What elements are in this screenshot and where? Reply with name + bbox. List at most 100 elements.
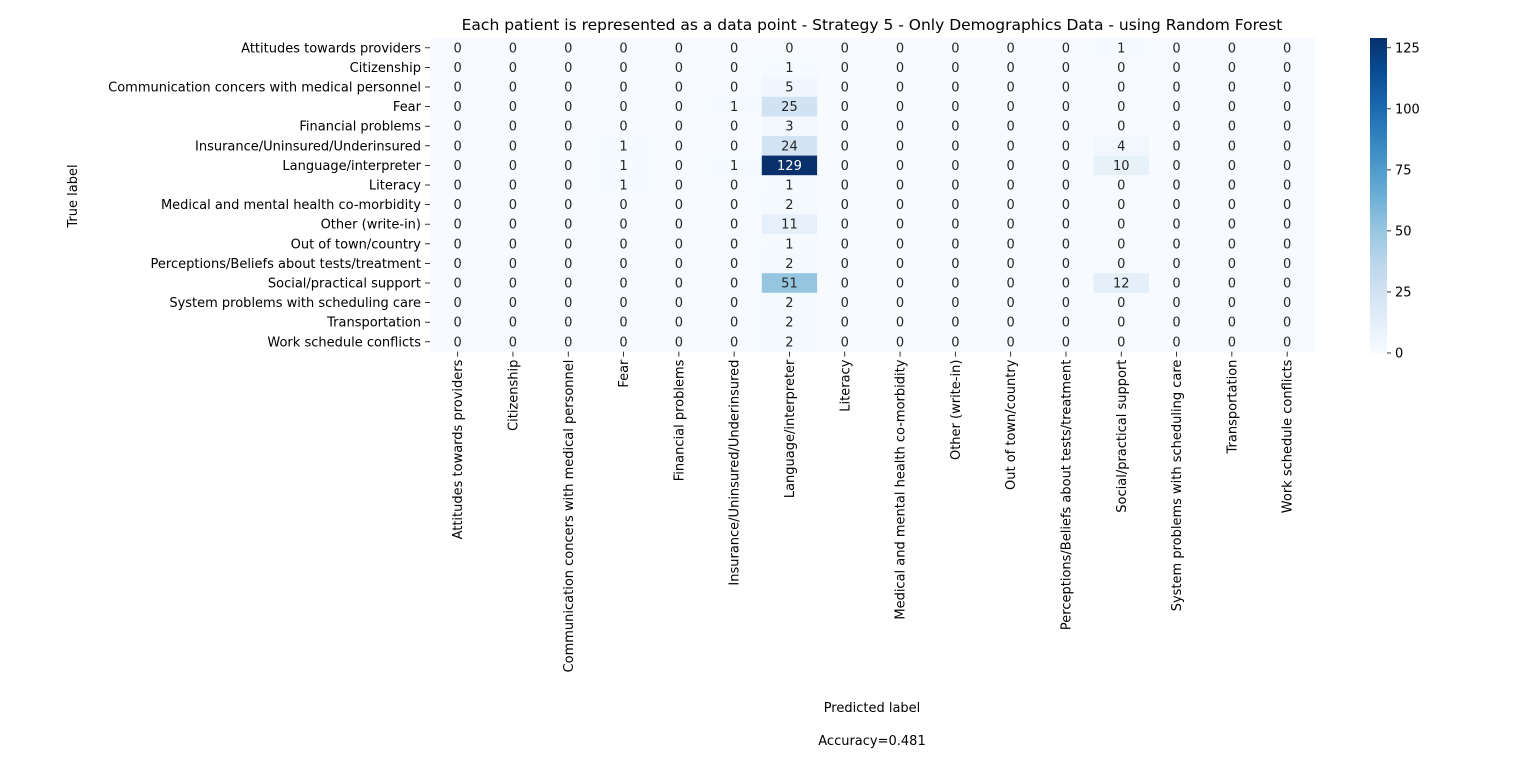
heatmap-cell — [761, 214, 818, 235]
cell-value-label: 0 — [730, 296, 738, 311]
heatmap-cell — [595, 57, 652, 78]
heatmap-cell — [430, 57, 486, 78]
cell-value-label: 0 — [1062, 41, 1070, 56]
cell-value-label: 0 — [509, 61, 517, 76]
cell-value-label: 0 — [454, 316, 462, 331]
cell-value-label: 0 — [454, 218, 462, 233]
cell-value-label: 0 — [951, 159, 959, 174]
heatmap-cell — [1148, 312, 1205, 333]
x-tick-label: Financial problems — [672, 359, 687, 481]
cell-value-label: 0 — [1062, 335, 1070, 350]
cell-value-label: 0 — [841, 41, 849, 56]
heatmap-cell — [1148, 77, 1205, 98]
heatmap-cell — [430, 136, 486, 157]
heatmap-cell — [706, 214, 763, 235]
heatmap-cell — [761, 77, 818, 98]
cell-value-label: 0 — [951, 139, 959, 154]
heatmap-cell — [927, 116, 984, 137]
accuracy-annotation: Accuracy=0.481 — [818, 734, 925, 749]
x-axis-label: Predicted label — [824, 701, 921, 716]
heatmap-cell — [1038, 292, 1095, 313]
y-axis-label: True label — [66, 164, 81, 228]
heatmap-cell — [706, 136, 763, 157]
heatmap-cell — [485, 234, 542, 255]
cell-value-label: 0 — [841, 316, 849, 331]
cell-value-label: 0 — [1007, 218, 1015, 233]
heatmap-cell — [430, 332, 486, 353]
heatmap-cell — [817, 214, 873, 235]
cell-value-label: 12 — [1113, 277, 1130, 292]
cell-value-label: 0 — [619, 41, 627, 56]
cell-value-label: 0 — [564, 335, 572, 350]
cell-value-label: 1 — [785, 237, 793, 252]
cell-value-label: 0 — [675, 139, 683, 154]
cell-value-label: 0 — [1228, 179, 1236, 194]
cell-value-label: 0 — [454, 277, 462, 292]
cell-value-label: 0 — [1228, 237, 1236, 252]
cell-value-label: 0 — [841, 198, 849, 213]
heatmap-cell — [1093, 175, 1150, 196]
heatmap-cell — [1204, 77, 1261, 98]
heatmap-cell — [595, 194, 652, 215]
cell-value-label: 0 — [1283, 100, 1291, 115]
heatmap-cell — [430, 234, 486, 255]
heatmap-cell — [761, 116, 818, 137]
cell-value-label: 0 — [730, 120, 738, 135]
cell-value-label: 0 — [1062, 296, 1070, 311]
y-tick-label: Other (write-in) — [321, 218, 421, 233]
cell-value-label: 0 — [454, 159, 462, 174]
cell-value-label: 0 — [564, 159, 572, 174]
cell-value-label: 0 — [730, 335, 738, 350]
cell-value-label: 0 — [509, 277, 517, 292]
heatmap-cell — [651, 332, 708, 353]
heatmap-cell — [1038, 194, 1095, 215]
cell-value-label: 0 — [951, 198, 959, 213]
cell-value-label: 0 — [619, 277, 627, 292]
heatmap-cell — [1259, 57, 1316, 78]
colorbar-tick-label: 125 — [1395, 41, 1420, 56]
cell-value-label: 0 — [675, 316, 683, 331]
cell-value-label: 0 — [619, 257, 627, 272]
heatmap-cell — [1093, 253, 1150, 274]
cell-value-label: 0 — [1062, 237, 1070, 252]
cell-value-label: 10 — [1113, 159, 1130, 174]
colorbar-tick-label: 75 — [1395, 163, 1412, 178]
heatmap-cell — [761, 96, 818, 117]
cell-value-label: 1 — [785, 179, 793, 194]
heatmap-cell — [1259, 194, 1316, 215]
cell-value-label: 0 — [951, 100, 959, 115]
heatmap-cell — [872, 77, 929, 98]
cell-value-label: 0 — [454, 335, 462, 350]
heatmap-cell — [540, 57, 597, 78]
y-tick-label: Social/practical support — [268, 277, 421, 292]
heatmap-cell — [872, 292, 929, 313]
cell-value-label: 0 — [675, 159, 683, 174]
heatmap-cell — [1093, 155, 1150, 176]
heatmap-cell — [761, 234, 818, 255]
cell-value-label: 0 — [1117, 257, 1125, 272]
x-tick-label: Other (write-in) — [949, 360, 964, 460]
heatmap-cell — [983, 194, 1039, 215]
heatmap-cell — [706, 57, 763, 78]
heatmap-cell — [1204, 38, 1261, 59]
cell-value-label: 0 — [454, 139, 462, 154]
cell-value-label: 0 — [841, 61, 849, 76]
heatmap-cell — [1093, 214, 1150, 235]
heatmap-cell — [872, 96, 929, 117]
heatmap-cell — [1259, 77, 1316, 98]
cell-value-label: 0 — [951, 179, 959, 194]
cell-value-label: 5 — [785, 81, 793, 96]
cell-value-label: 0 — [454, 179, 462, 194]
heatmap-cell — [1038, 96, 1095, 117]
heatmap-cell — [485, 253, 542, 274]
heatmap-cell — [1148, 116, 1205, 137]
cell-value-label: 0 — [1007, 257, 1015, 272]
colorbar-gradient — [1370, 38, 1387, 353]
heatmap-cell — [983, 96, 1039, 117]
heatmap-cell — [1148, 273, 1205, 294]
heatmap-cell — [540, 332, 597, 353]
heatmap-cell — [540, 155, 597, 176]
heatmap-cell — [1093, 194, 1150, 215]
cell-value-label: 0 — [951, 237, 959, 252]
cell-value-label: 0 — [841, 81, 849, 96]
